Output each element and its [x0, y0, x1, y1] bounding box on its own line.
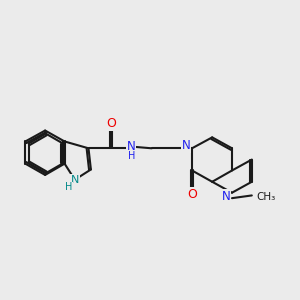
Text: O: O [106, 117, 116, 130]
Text: N: N [71, 175, 79, 185]
Text: N: N [127, 140, 136, 153]
Text: CH₃: CH₃ [256, 192, 276, 202]
Text: N: N [221, 190, 230, 203]
Text: O: O [187, 188, 197, 201]
Text: H: H [128, 151, 135, 161]
Text: H: H [65, 182, 72, 192]
Text: N: N [182, 139, 190, 152]
